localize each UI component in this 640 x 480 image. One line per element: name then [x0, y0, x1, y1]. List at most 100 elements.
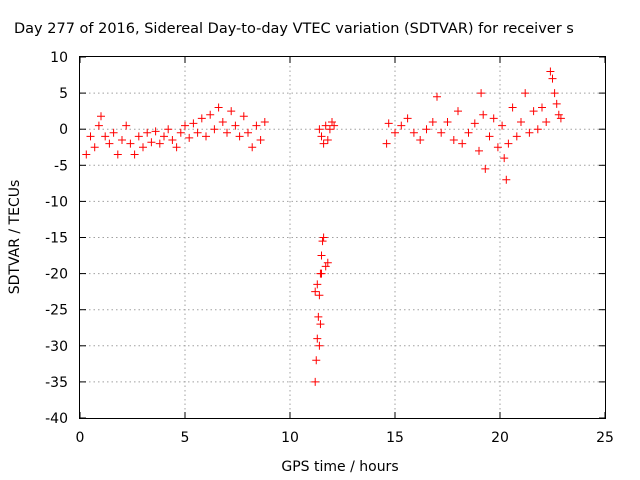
data-point [317, 132, 326, 141]
data-point [428, 117, 437, 126]
data-point [97, 112, 105, 121]
data-point [552, 99, 561, 108]
data-point [113, 150, 122, 159]
data-point [210, 125, 219, 134]
data-point [312, 356, 321, 365]
data-point [391, 128, 399, 137]
data-point [168, 136, 177, 145]
data-point [155, 139, 164, 148]
data-point [244, 128, 252, 137]
data-point [134, 132, 143, 141]
data-point [109, 128, 118, 137]
data-point [126, 139, 135, 148]
x-tick-label: 20 [491, 430, 509, 446]
y-axis-label: SDTVAR / TECUs [7, 180, 23, 295]
data-point [189, 119, 198, 128]
data-point [475, 146, 483, 155]
data-point [319, 233, 328, 242]
data-point [122, 121, 131, 130]
y-tick-label: -25 [45, 303, 68, 319]
data-point [525, 128, 534, 137]
data-point [502, 175, 511, 184]
data-point [489, 114, 498, 123]
data-point [147, 138, 156, 147]
data-point [508, 103, 517, 112]
data-point [464, 128, 473, 137]
data-point [86, 132, 95, 141]
data-point [318, 237, 327, 246]
data-point [325, 125, 334, 134]
data-point [82, 150, 91, 159]
data-point [235, 132, 244, 141]
x-tick-label: 0 [76, 430, 85, 446]
data-point [529, 107, 538, 116]
data-point [315, 291, 324, 300]
x-tick-label: 5 [181, 430, 190, 446]
x-axis-label: GPS time / hours [281, 459, 398, 475]
data-point [403, 114, 412, 123]
data-point [151, 127, 160, 136]
y-tick-label: -40 [45, 411, 68, 427]
data-point [231, 121, 240, 130]
data-point [422, 125, 431, 134]
grid [80, 57, 605, 418]
data-point [185, 133, 194, 142]
data-point [218, 117, 227, 126]
data-point [546, 67, 555, 76]
data-point [248, 143, 257, 152]
data-point [433, 92, 441, 101]
data-point [454, 107, 462, 116]
y-tick-label: 0 [59, 122, 68, 138]
data-point [130, 150, 139, 159]
y-tick-label: 5 [59, 86, 68, 102]
data-point [321, 262, 330, 271]
data-point [94, 121, 103, 130]
data-point [554, 110, 563, 119]
y-tick-label: -15 [45, 231, 68, 247]
axis-ticks: 0 5 10 15 20 25 10 5 0 -5 -10 -15 -20 -25 -30 -35 -40 [45, 50, 614, 446]
data-point [493, 143, 502, 152]
data-point [105, 139, 114, 148]
data-point [164, 125, 173, 134]
data-point [313, 280, 322, 289]
data-point [197, 114, 206, 123]
y-tick-label: -20 [45, 267, 68, 283]
data-point [193, 128, 202, 137]
data-point [315, 341, 324, 350]
data-point [542, 117, 551, 126]
data-point [416, 136, 425, 145]
data-point [548, 74, 557, 83]
data-point [139, 143, 147, 152]
data-point [550, 89, 559, 98]
data-point [214, 103, 223, 112]
data-point [470, 119, 479, 128]
data-point [477, 89, 486, 98]
data-point [323, 136, 332, 145]
data-point [512, 132, 521, 141]
data-point [556, 114, 565, 123]
data-point [90, 143, 99, 152]
data-point [223, 128, 231, 137]
data-point [252, 121, 261, 130]
data-point [317, 251, 326, 260]
chart-title: Day 277 of 2016, Sidereal Day-to-day VTE… [14, 21, 574, 37]
data-point [227, 107, 236, 116]
data-point [160, 132, 168, 141]
data-point [382, 139, 391, 148]
data-point [498, 121, 507, 130]
y-tick-label: 10 [50, 50, 68, 66]
data-point [206, 110, 215, 119]
data-point [481, 164, 490, 173]
data-point [172, 143, 181, 152]
data-point [384, 119, 393, 128]
data-point [256, 136, 265, 145]
data-point [181, 121, 189, 130]
data-point [118, 136, 126, 145]
y-tick-label: -30 [45, 339, 68, 355]
data-point [311, 287, 320, 296]
data-point [311, 377, 320, 386]
data-point [538, 103, 546, 112]
data-point [504, 139, 513, 148]
x-tick-label: 10 [281, 430, 299, 446]
